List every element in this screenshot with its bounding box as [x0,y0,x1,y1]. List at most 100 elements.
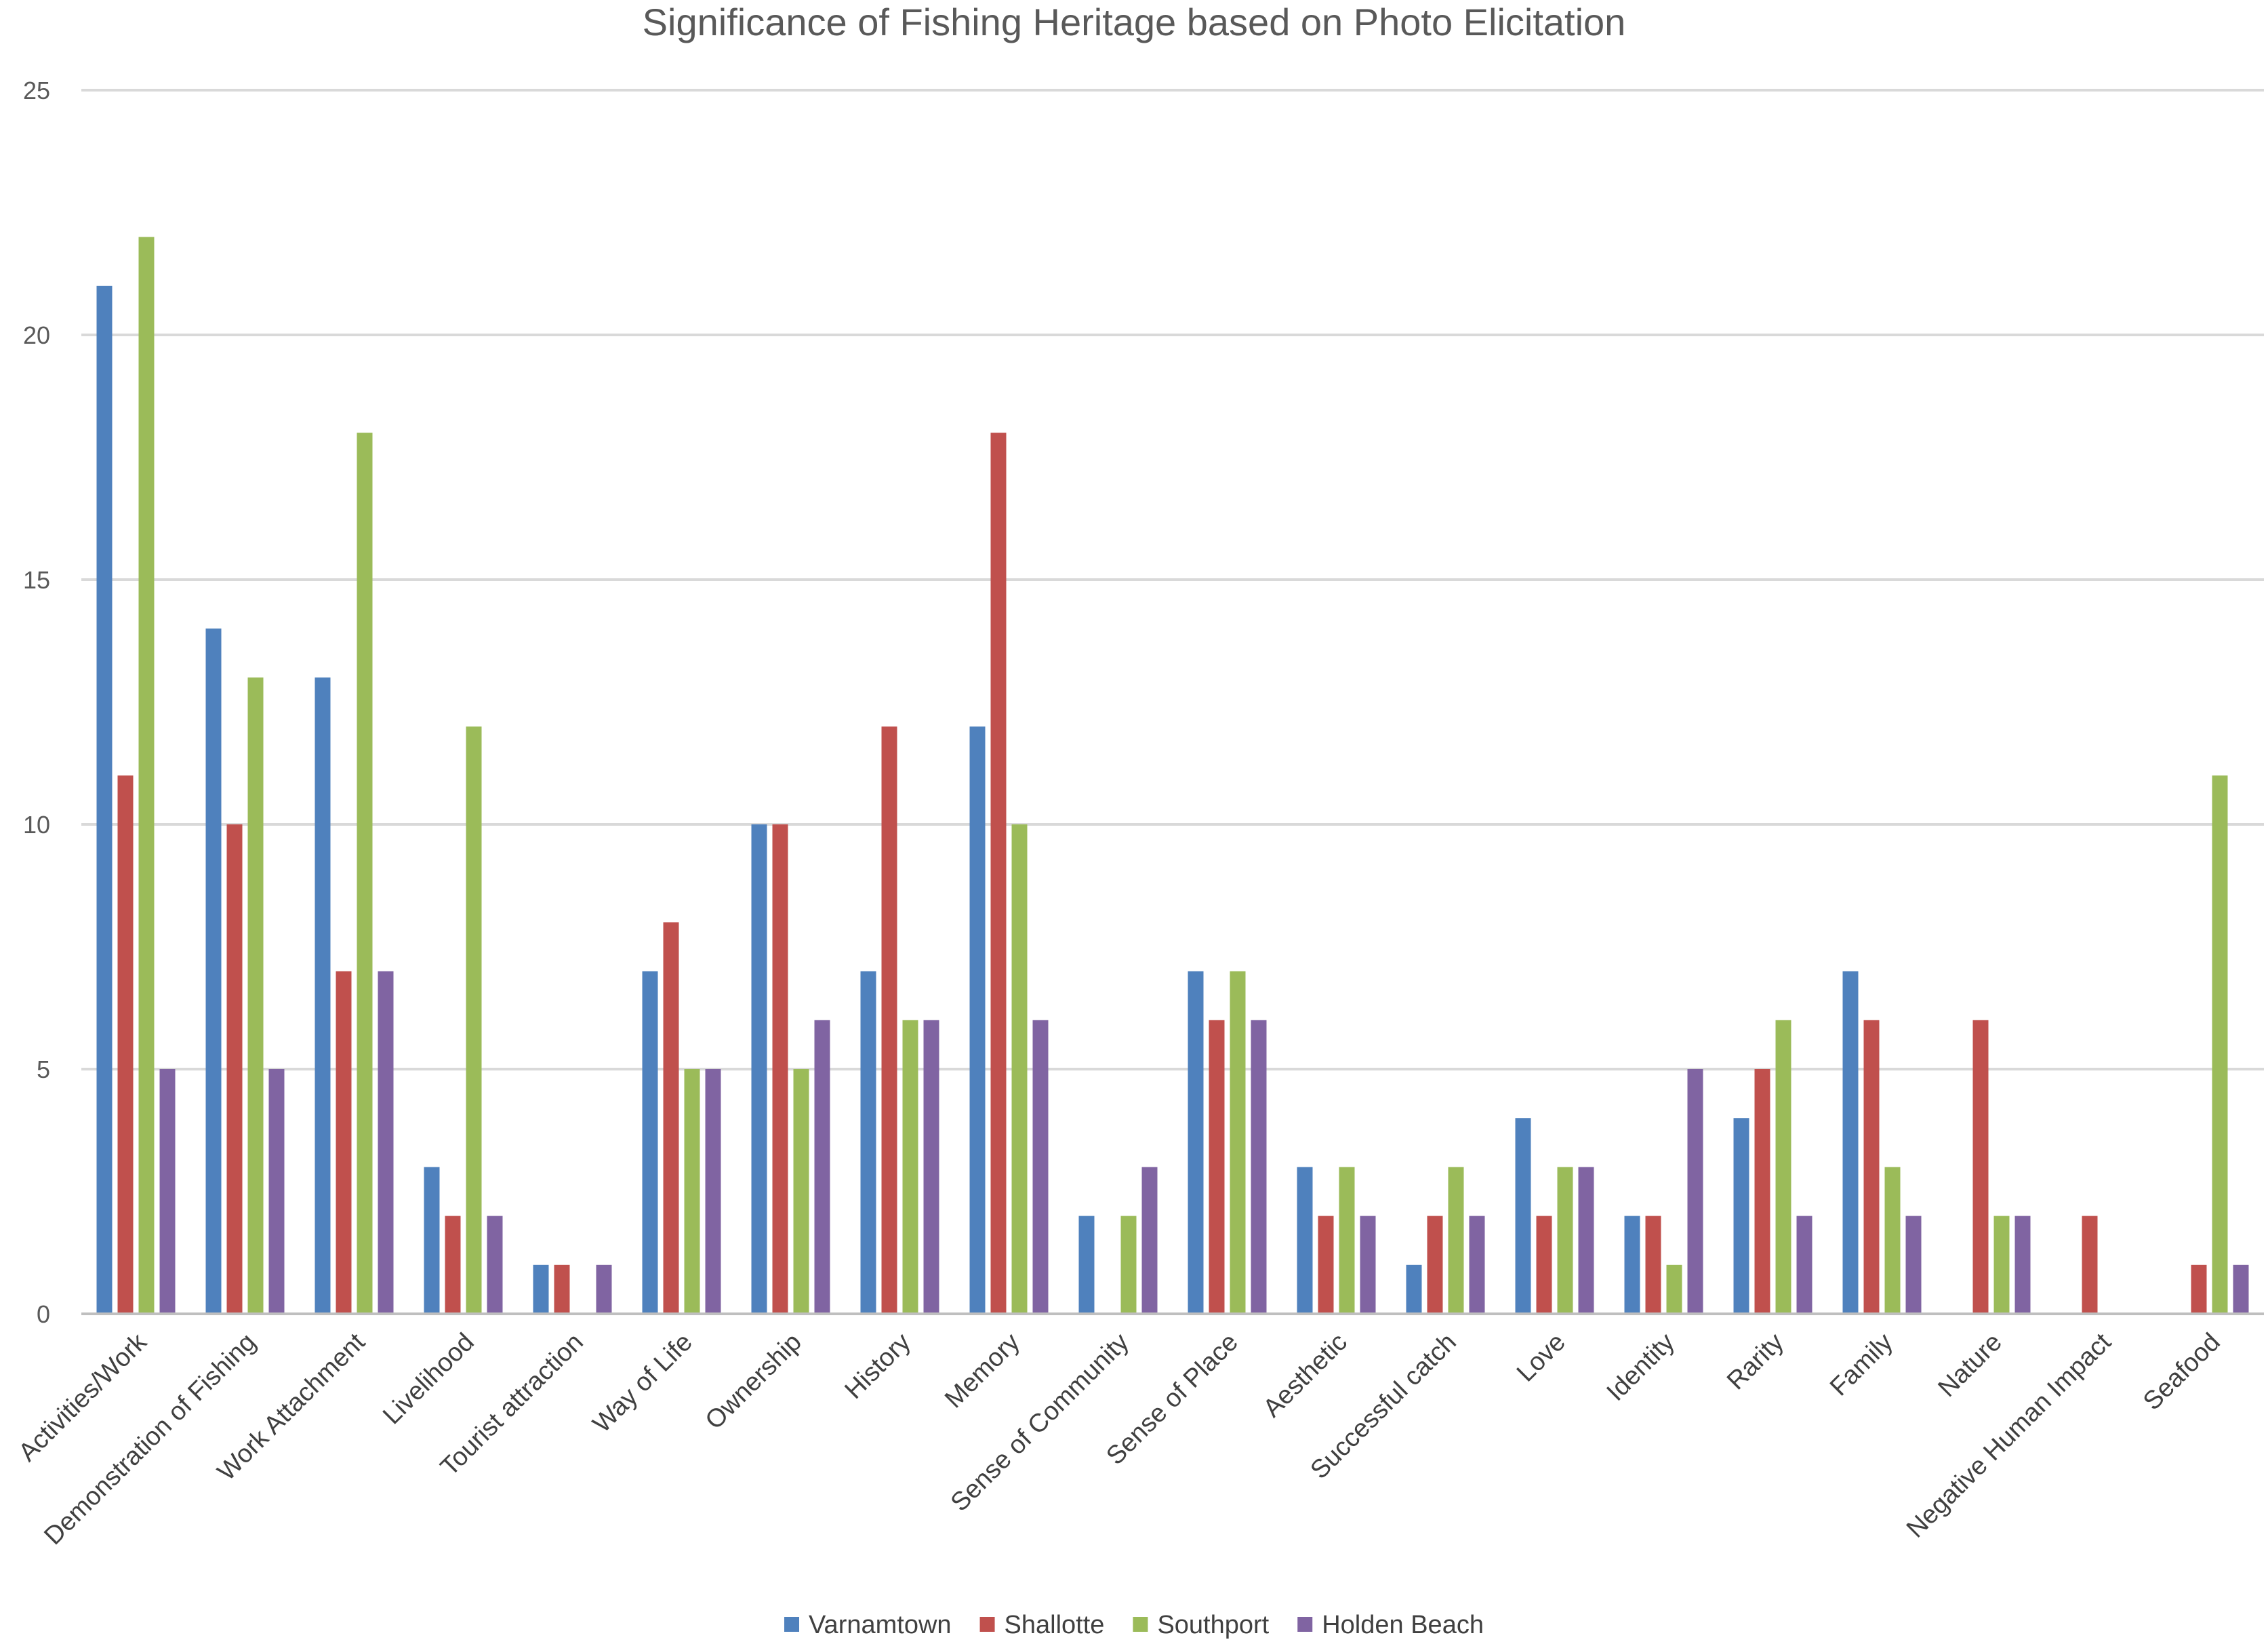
bar [793,1069,809,1314]
bar [1032,1020,1049,1314]
bar [751,824,767,1314]
bar [159,1069,176,1314]
bar [247,677,264,1314]
category-label: History [840,1328,916,1405]
bar [1297,1167,1313,1314]
bar [96,285,113,1314]
bar [1557,1167,1573,1314]
bar [1120,1216,1137,1314]
y-tick-label: 5 [37,1056,50,1083]
bar [1645,1216,1661,1314]
bar [357,433,373,1314]
category-label: Identity [1602,1328,1680,1407]
bar [1993,1216,2010,1314]
bar [1842,971,1859,1314]
legend-label: Shallotte [1005,1611,1105,1639]
bar [554,1264,570,1314]
category-label: Family [1825,1328,1899,1402]
category-label: Negative Human Impact [1901,1327,2117,1543]
bar [226,824,243,1314]
bar [424,1167,440,1314]
bar [705,1069,721,1314]
bar [1863,1020,1880,1314]
category-label: Seafood [2138,1328,2226,1416]
bar [1624,1216,1640,1314]
bar [1448,1167,1464,1314]
bar [1754,1069,1770,1314]
bar [1078,1216,1095,1314]
bar [2212,775,2228,1314]
category-label: Nature [1933,1328,2008,1403]
category-label: Aesthetic [1258,1328,1353,1423]
category-label: Rarity [1722,1328,1789,1396]
bar [378,971,394,1314]
chart-title: Significance of Fishing Heritage based o… [643,1,1626,43]
bar [684,1069,700,1314]
y-tick-label: 20 [23,321,50,349]
bar [533,1264,549,1314]
category-label: Love [1512,1328,1571,1388]
y-tick-label: 0 [37,1300,50,1328]
bar [1796,1216,1813,1314]
bar [2082,1216,2098,1314]
bars [96,237,2249,1315]
legend-label: Southport [1157,1611,1269,1639]
bar [860,971,876,1314]
bar [2014,1216,2031,1314]
bar [315,677,331,1314]
category-label: Livelihood [378,1328,480,1430]
bar [1536,1216,1552,1314]
bar [1011,824,1028,1314]
bar [1972,1020,1989,1314]
y-tick-label: 25 [23,77,50,104]
bar [1578,1167,1594,1314]
bar [1884,1167,1901,1314]
bar [1188,971,1204,1314]
bar [1515,1118,1531,1314]
legend-swatch [979,1617,995,1632]
bar [117,775,134,1314]
bar [923,1020,939,1314]
bar [990,433,1007,1314]
bar [1251,1020,1267,1314]
bar [596,1264,612,1314]
y-axis-tick-labels: 0 5 10 15 20 25 [23,77,50,1328]
legend-swatch [784,1617,800,1632]
bar [663,922,679,1314]
bar [445,1216,461,1314]
bar [902,1020,918,1314]
legend-swatch [1297,1617,1313,1632]
bar [2191,1264,2207,1314]
bar [1666,1264,1682,1314]
bar [1427,1216,1443,1314]
category-label: Sense of Community [946,1328,1135,1517]
legend-swatch [1133,1617,1148,1632]
bar [1318,1216,1334,1314]
bar [814,1020,830,1314]
legend: Varnamtown Shallotte Southport Holden Beach [784,1611,1484,1639]
bar [1406,1264,1422,1314]
y-tick-label: 15 [23,566,50,594]
legend-label: Varnamtown [809,1611,952,1639]
bar [138,237,155,1315]
bar [1141,1167,1158,1314]
bar [466,726,482,1314]
bar [772,824,788,1314]
bar [336,971,352,1314]
bar [1360,1216,1376,1314]
gridlines [81,89,2264,1070]
bar [1230,971,1246,1314]
bar [642,971,658,1314]
bar [1733,1118,1749,1314]
bar [881,726,897,1314]
legend-label: Holden Beach [1322,1611,1484,1639]
bar [969,726,986,1314]
bar [268,1069,285,1314]
bar [1905,1216,1922,1314]
category-label: Ownership [700,1328,807,1435]
bar [1209,1020,1225,1314]
y-tick-label: 10 [23,811,50,839]
category-label: Memory [939,1328,1026,1414]
